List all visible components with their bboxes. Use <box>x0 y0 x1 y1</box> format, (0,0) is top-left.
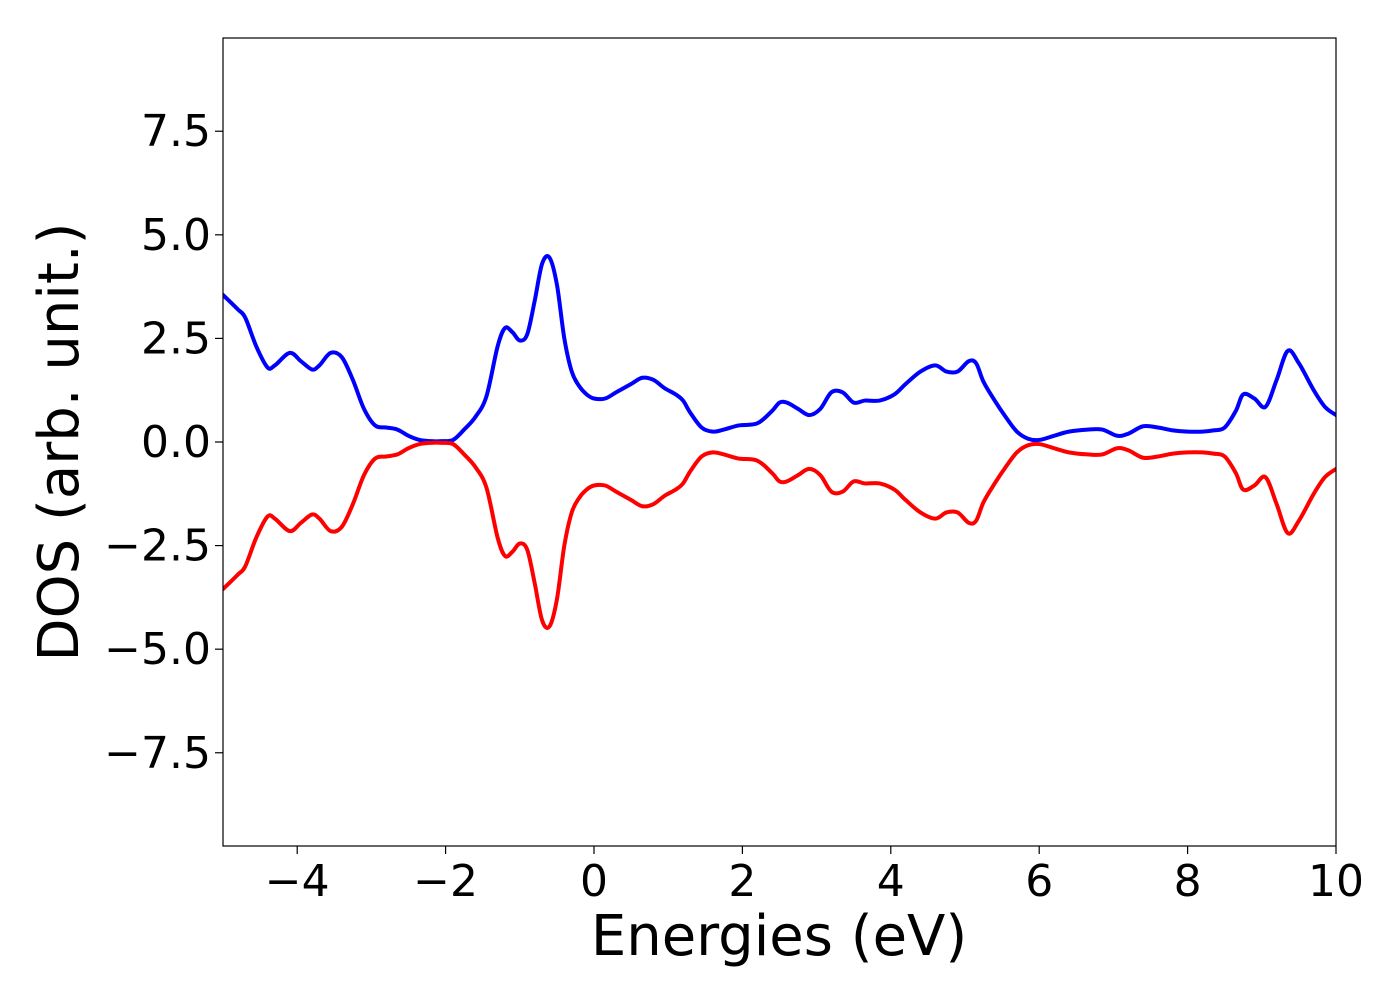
y-tick-label: 5.0 <box>141 210 211 261</box>
y-axis: −7.5 −5.0 −2.5 0.0 2.5 5.0 7.5 <box>104 106 223 779</box>
x-axis-label: Energies (eV) <box>591 904 967 969</box>
series-line-1 <box>223 440 1336 630</box>
y-tick-label: −5.0 <box>104 624 211 675</box>
x-tick-label: −2 <box>413 856 478 907</box>
series-line-0 <box>223 254 1336 444</box>
x-axis: −4 −2 0 2 4 6 8 10 <box>265 846 1364 907</box>
x-tick-label: −4 <box>265 856 330 907</box>
series-layer <box>223 254 1336 630</box>
x-tick-label: 8 <box>1174 856 1202 907</box>
y-tick-label: −2.5 <box>104 521 211 572</box>
y-tick-label: 2.5 <box>141 313 211 364</box>
x-tick-label: 6 <box>1025 856 1053 907</box>
x-tick-label: 2 <box>728 856 756 907</box>
x-tick-label: 10 <box>1308 856 1364 907</box>
x-tick-label: 0 <box>580 856 608 907</box>
x-tick-label: 4 <box>877 856 905 907</box>
y-tick-label: 0.0 <box>141 417 211 468</box>
y-tick-label: 7.5 <box>141 106 211 157</box>
y-axis-label: DOS (arb. unit.) <box>27 222 92 661</box>
plot-frame <box>222 37 1337 847</box>
y-tick-label: −7.5 <box>104 728 211 779</box>
